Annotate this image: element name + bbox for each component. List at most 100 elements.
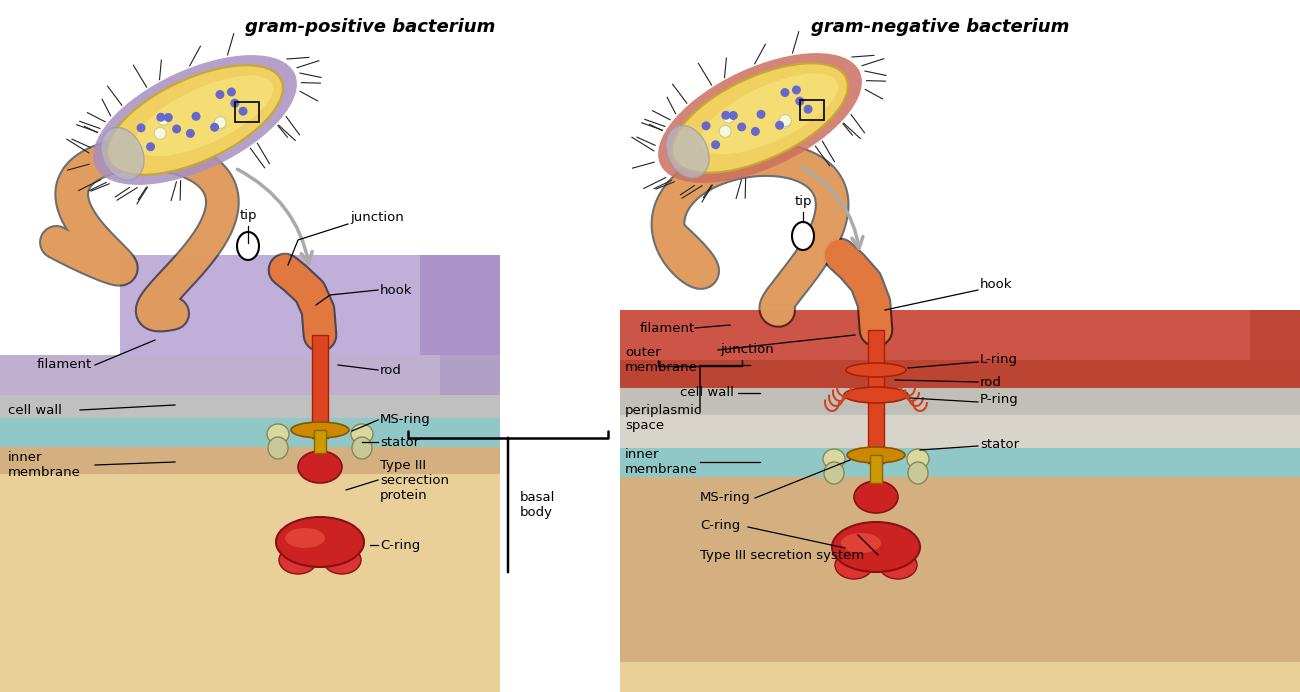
Text: junction: junction (350, 212, 404, 224)
Circle shape (780, 88, 789, 97)
Text: gram-positive bacterium: gram-positive bacterium (244, 18, 495, 36)
Circle shape (796, 97, 805, 106)
Circle shape (729, 111, 738, 120)
Ellipse shape (846, 363, 906, 377)
Text: stator: stator (980, 439, 1019, 451)
Circle shape (146, 143, 155, 152)
Circle shape (214, 116, 226, 129)
Text: gram-negative bacterium: gram-negative bacterium (811, 18, 1069, 36)
Polygon shape (0, 355, 500, 395)
Polygon shape (620, 360, 1300, 388)
Ellipse shape (658, 53, 862, 183)
Circle shape (775, 121, 784, 130)
Text: C-ring: C-ring (699, 518, 740, 531)
Ellipse shape (823, 449, 845, 469)
Polygon shape (439, 355, 500, 395)
Circle shape (722, 111, 731, 120)
Ellipse shape (672, 63, 848, 173)
Circle shape (172, 125, 181, 134)
Ellipse shape (907, 462, 928, 484)
Ellipse shape (266, 424, 289, 444)
Text: junction: junction (720, 343, 774, 356)
Polygon shape (0, 418, 500, 447)
Ellipse shape (298, 451, 342, 483)
Text: MS-ring: MS-ring (380, 414, 430, 426)
Circle shape (792, 86, 801, 95)
Ellipse shape (848, 447, 905, 463)
Polygon shape (620, 477, 1300, 662)
Ellipse shape (237, 232, 259, 260)
Circle shape (211, 122, 220, 131)
Ellipse shape (841, 533, 881, 553)
Text: Type III
secrection
protein: Type III secrection protein (380, 459, 448, 502)
Text: tip: tip (239, 209, 257, 222)
Text: L-ring: L-ring (980, 354, 1018, 367)
Circle shape (702, 121, 711, 130)
Text: periplasmic
space: periplasmic space (625, 404, 702, 432)
Text: inner
membrane: inner membrane (625, 448, 698, 476)
Text: basal
body: basal body (520, 491, 555, 519)
Circle shape (191, 112, 200, 121)
Circle shape (230, 99, 239, 108)
Ellipse shape (352, 437, 372, 459)
Ellipse shape (107, 65, 283, 174)
Bar (868, 330, 884, 463)
Circle shape (216, 90, 225, 99)
Circle shape (723, 111, 734, 123)
Bar (312, 335, 328, 438)
Ellipse shape (322, 546, 361, 574)
Ellipse shape (135, 75, 273, 156)
Polygon shape (0, 447, 500, 474)
Text: cell wall: cell wall (8, 403, 62, 417)
Text: filament: filament (640, 322, 696, 334)
Bar (870, 455, 881, 483)
Polygon shape (620, 415, 1300, 448)
Polygon shape (0, 395, 500, 418)
Circle shape (136, 123, 146, 132)
Text: rod: rod (380, 363, 402, 376)
Circle shape (227, 87, 235, 96)
Text: MS-ring: MS-ring (699, 491, 751, 504)
Ellipse shape (666, 125, 709, 178)
Polygon shape (1251, 310, 1300, 360)
Circle shape (719, 125, 731, 137)
Ellipse shape (854, 481, 898, 513)
Polygon shape (120, 255, 500, 355)
Circle shape (213, 118, 226, 130)
Circle shape (164, 113, 173, 122)
Bar (235, 102, 259, 122)
Bar (315, 430, 326, 453)
Circle shape (711, 140, 720, 149)
Text: stator: stator (380, 435, 419, 448)
Circle shape (737, 122, 746, 131)
Ellipse shape (351, 424, 373, 444)
Circle shape (803, 104, 812, 113)
Ellipse shape (792, 222, 814, 250)
Ellipse shape (268, 437, 289, 459)
Ellipse shape (701, 73, 838, 154)
Circle shape (155, 127, 166, 139)
Polygon shape (420, 255, 500, 355)
Text: hook: hook (980, 278, 1013, 291)
Ellipse shape (907, 449, 930, 469)
Ellipse shape (824, 462, 844, 484)
Polygon shape (620, 388, 1300, 415)
Polygon shape (620, 310, 1300, 360)
Ellipse shape (844, 387, 907, 403)
Circle shape (757, 110, 766, 119)
Ellipse shape (280, 546, 317, 574)
Text: inner
membrane: inner membrane (8, 451, 81, 479)
Text: tip: tip (794, 195, 811, 208)
Text: Type III secretion system: Type III secretion system (699, 549, 865, 561)
Circle shape (779, 115, 792, 127)
Circle shape (779, 116, 790, 128)
Text: P-ring: P-ring (980, 394, 1019, 406)
Text: rod: rod (980, 376, 1002, 388)
Circle shape (156, 113, 165, 122)
Ellipse shape (832, 522, 920, 572)
Text: filament: filament (36, 358, 92, 372)
Ellipse shape (285, 528, 325, 548)
Ellipse shape (94, 55, 296, 185)
Circle shape (157, 113, 169, 125)
Polygon shape (620, 662, 1300, 692)
